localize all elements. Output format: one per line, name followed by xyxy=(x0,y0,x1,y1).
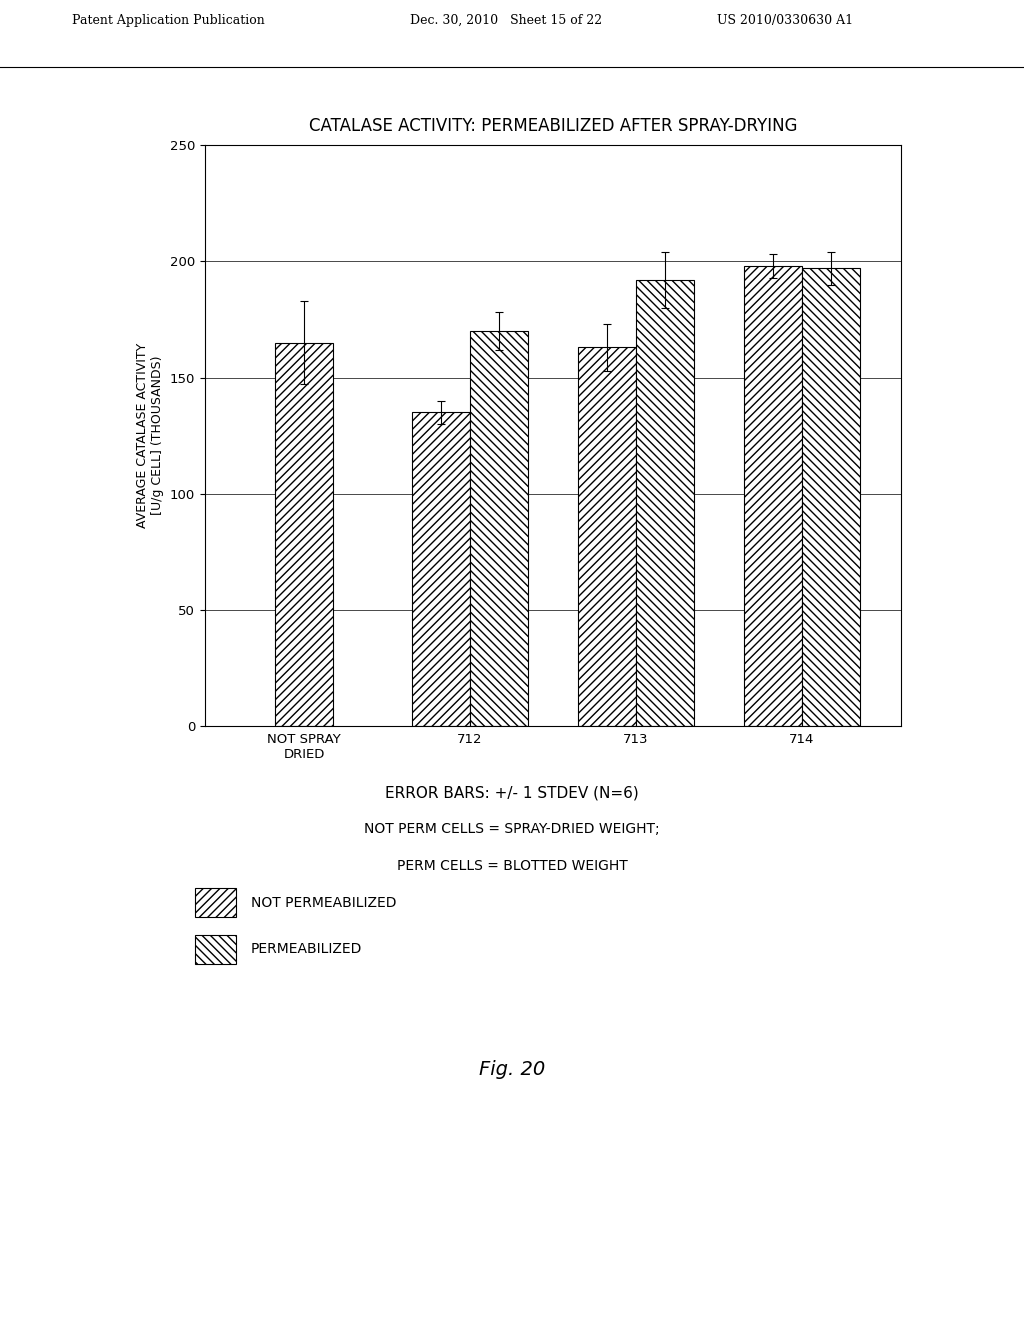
Y-axis label: AVERAGE CATALASE ACTIVITY
[U/g CELL] (THOUSANDS): AVERAGE CATALASE ACTIVITY [U/g CELL] (TH… xyxy=(136,343,164,528)
Title: CATALASE ACTIVITY: PERMEABILIZED AFTER SPRAY-DRYING: CATALASE ACTIVITY: PERMEABILIZED AFTER S… xyxy=(308,117,798,136)
Bar xyxy=(636,280,694,726)
Text: NOT PERMEABILIZED: NOT PERMEABILIZED xyxy=(251,896,396,909)
Text: NOT PERM CELLS = SPRAY-DRIED WEIGHT;: NOT PERM CELLS = SPRAY-DRIED WEIGHT; xyxy=(365,822,659,837)
Text: PERMEABILIZED: PERMEABILIZED xyxy=(251,942,362,956)
Bar xyxy=(412,412,470,726)
Text: ERROR BARS: +/- 1 STDEV (N=6): ERROR BARS: +/- 1 STDEV (N=6) xyxy=(385,785,639,800)
Text: Fig. 20: Fig. 20 xyxy=(479,1060,545,1078)
Text: PERM CELLS = BLOTTED WEIGHT: PERM CELLS = BLOTTED WEIGHT xyxy=(396,859,628,874)
Text: US 2010/0330630 A1: US 2010/0330630 A1 xyxy=(717,13,853,26)
Bar xyxy=(275,343,333,726)
Text: Patent Application Publication: Patent Application Publication xyxy=(72,13,264,26)
Bar xyxy=(578,347,636,726)
Bar xyxy=(470,331,528,726)
Bar xyxy=(743,267,802,726)
Text: Dec. 30, 2010   Sheet 15 of 22: Dec. 30, 2010 Sheet 15 of 22 xyxy=(410,13,602,26)
Bar xyxy=(802,268,860,726)
